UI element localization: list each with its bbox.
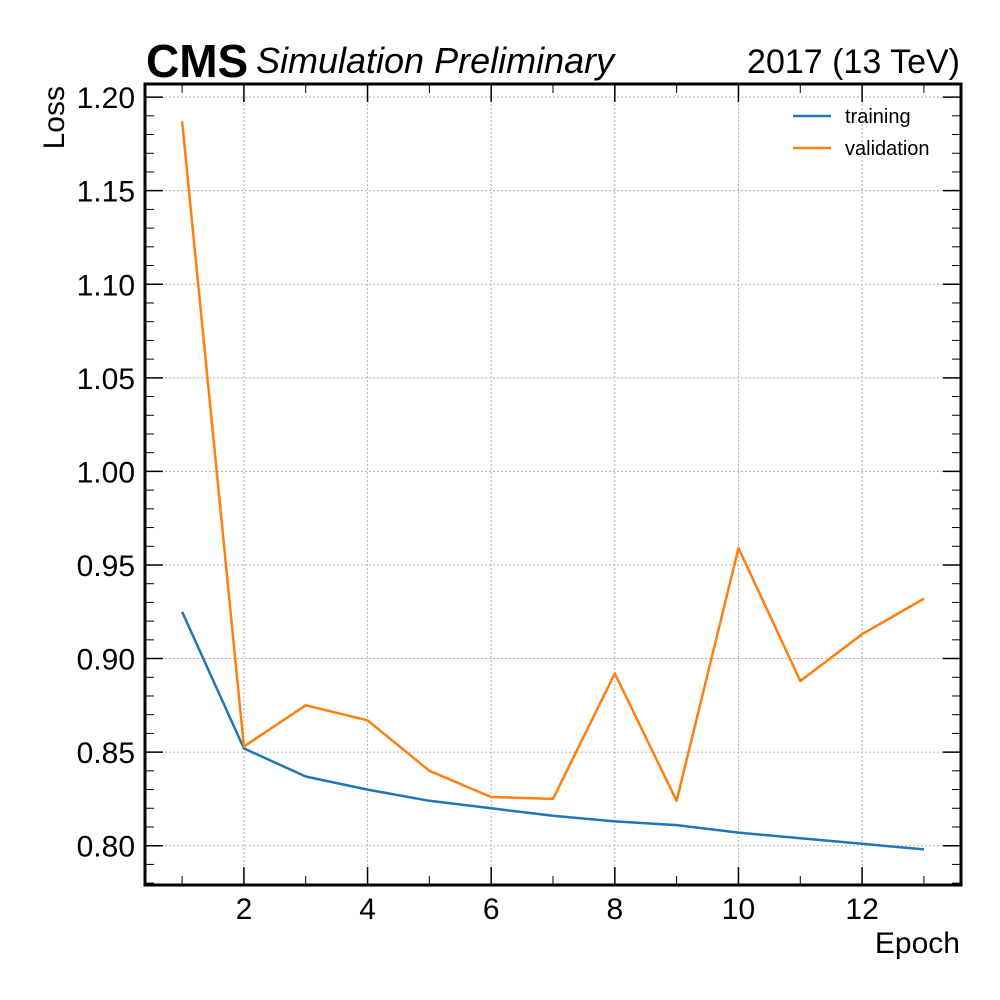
experiment-label: CMS [146, 35, 248, 87]
legend-label-validation: validation [845, 138, 930, 160]
simulation-label: Simulation Preliminary [256, 40, 616, 81]
ticks: 2 4 6 8 10 12 0.80 0.85 0.90 0.95 1.00 1.05 1.10 1.15… [77, 82, 961, 926]
series-line-validation [180, 121, 925, 803]
y-tick-label: 0.80 [77, 831, 135, 864]
legend: training validation [793, 106, 930, 160]
series-layer [180, 121, 925, 851]
plot-frame [143, 82, 963, 887]
lumi-label: 2017 (13 TeV) [747, 43, 960, 81]
grid [145, 84, 961, 885]
legend-label-training: training [845, 106, 911, 128]
x-axis-label: Epoch [875, 927, 960, 960]
x-tick-label: 8 [606, 893, 623, 926]
x-tick-label: 6 [483, 893, 500, 926]
x-tick-label: 4 [359, 893, 376, 926]
y-tick-label: 0.90 [77, 644, 135, 677]
y-tick-label: 1.05 [77, 363, 135, 396]
y-tick-label: 1.15 [77, 176, 135, 209]
y-tick-label: 1.20 [77, 82, 135, 115]
x-tick-label: 12 [845, 893, 878, 926]
y-tick-label: 1.00 [77, 456, 135, 489]
series-line-training [180, 611, 925, 851]
y-tick-label: 1.10 [77, 269, 135, 302]
y-tick-label: 0.95 [77, 550, 135, 583]
x-tick-label: 2 [236, 893, 253, 926]
y-tick-label: 0.85 [77, 737, 135, 770]
y-axis-label: Loss [38, 86, 71, 149]
x-tick-label: 10 [722, 893, 755, 926]
